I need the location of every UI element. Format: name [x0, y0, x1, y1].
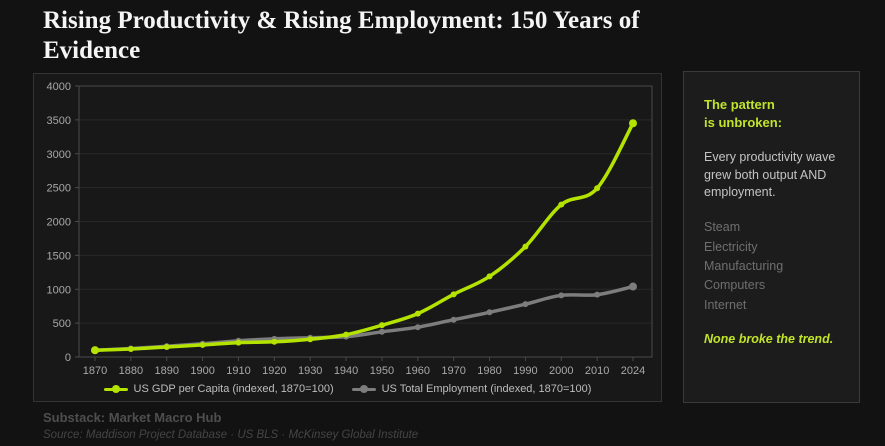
source-credit: Source: Maddison Project Database · US B… [43, 429, 419, 441]
line-chart: 0 500 1000 1500 2000 2500 3000 3500 4000 1870 1880… [47, 81, 653, 376]
annotation-panel: The pattern is unbroken: Every productiv… [683, 71, 860, 403]
svg-text:2010: 2010 [585, 365, 609, 376]
svg-text:1930: 1930 [298, 365, 322, 376]
wave-item-computers: Computers [704, 278, 766, 293]
svg-text:0: 0 [65, 352, 71, 364]
svg-text:1000: 1000 [47, 284, 71, 296]
svg-text:1950: 1950 [370, 365, 394, 376]
svg-text:1960: 1960 [406, 365, 430, 376]
annotation-conclusion: None broke the trend. [704, 332, 834, 347]
svg-text:1940: 1940 [334, 365, 358, 376]
series-line-0 [93, 121, 635, 352]
wave-item-electricity: Electricity [704, 239, 758, 254]
svg-text:3500: 3500 [47, 115, 71, 127]
wave-item-internet: Internet [704, 297, 747, 312]
svg-text:2000: 2000 [47, 217, 71, 229]
legend-label-gdp: US GDP per Capita (indexed, 1870=100) [133, 383, 334, 395]
svg-text:1920: 1920 [262, 365, 286, 376]
svg-text:2500: 2500 [47, 183, 71, 195]
wave-list: Steam Electricity Manufacturing Computer… [704, 218, 841, 315]
byline: Substack: Market Macro Hub [43, 410, 222, 425]
svg-text:1890: 1890 [154, 365, 178, 376]
employment-series-marker-icon [351, 385, 376, 394]
svg-text:4000: 4000 [47, 81, 71, 93]
svg-text:2024: 2024 [621, 365, 645, 376]
gdp-series-marker-icon [103, 385, 128, 394]
svg-text:1880: 1880 [119, 365, 143, 376]
annotation-body: Every productivity wave grew both output… [704, 149, 836, 200]
wave-item-steam: Steam [704, 220, 741, 235]
chart-legend: US GDP per Capita (indexed, 1870=100) US… [34, 383, 661, 395]
legend-item-employment: US Total Employment (indexed, 1870=100) [351, 383, 592, 395]
svg-text:2000: 2000 [549, 365, 573, 376]
svg-text:1870: 1870 [83, 365, 107, 376]
svg-text:1910: 1910 [226, 365, 250, 376]
svg-text:1500: 1500 [47, 250, 71, 262]
wave-item-manufacturing: Manufacturing [704, 258, 784, 273]
page-title: Rising Productivity & Rising Employment:… [43, 7, 640, 64]
legend-label-employment: US Total Employment (indexed, 1870=100) [381, 383, 592, 395]
svg-text:3000: 3000 [47, 149, 71, 161]
series-line-1 [93, 284, 635, 352]
chart-panel: 0 500 1000 1500 2000 2500 3000 3500 4000 1870 1880… [33, 73, 662, 402]
annotation-heading: The pattern is unbroken: [704, 97, 783, 131]
svg-text:1900: 1900 [190, 365, 214, 376]
svg-text:1980: 1980 [477, 365, 501, 376]
svg-text:1970: 1970 [441, 365, 465, 376]
svg-text:1990: 1990 [513, 365, 537, 376]
legend-item-gdp: US GDP per Capita (indexed, 1870=100) [103, 383, 334, 395]
svg-text:500: 500 [53, 318, 71, 330]
